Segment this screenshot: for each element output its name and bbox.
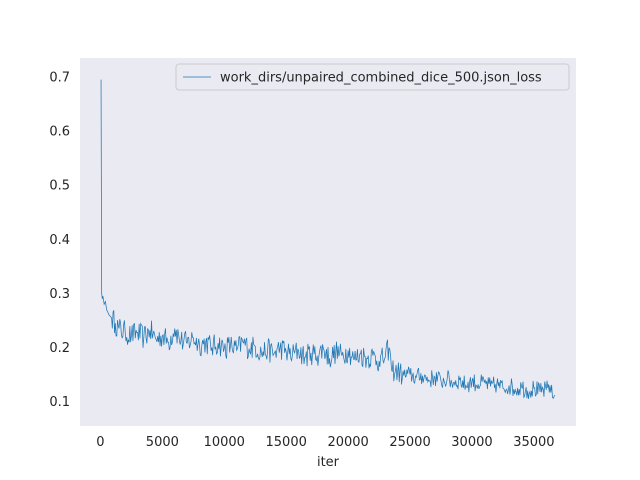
y-tick-label: 0.2 <box>49 341 70 356</box>
x-axis-label: iter <box>317 455 340 470</box>
x-tick-label: 35000 <box>513 435 554 450</box>
x-tick-label: 5000 <box>146 435 179 450</box>
y-tick-label: 0.7 <box>49 70 70 85</box>
legend: work_dirs/unpaired_combined_dice_500.jso… <box>175 63 570 91</box>
y-tick-label: 0.6 <box>49 125 70 140</box>
x-tick-label: 25000 <box>389 435 430 450</box>
y-axis: 0.1 0.2 0.3 0.4 0.5 0.6 0.7 <box>49 70 70 410</box>
x-tick-label: 15000 <box>266 435 307 450</box>
x-tick-label: 20000 <box>327 435 368 450</box>
y-tick-label: 0.5 <box>49 179 70 194</box>
x-tick-label: 10000 <box>204 435 245 450</box>
y-tick-label: 0.1 <box>49 395 70 410</box>
y-tick-label: 0.3 <box>49 287 70 302</box>
legend-entry-loss: work_dirs/unpaired_combined_dice_500.jso… <box>220 71 542 86</box>
y-tick-label: 0.4 <box>49 233 70 248</box>
plot-area <box>80 58 576 426</box>
series-line-group <box>100 79 556 399</box>
x-tick-label: 0 <box>96 435 104 450</box>
x-axis: 0 5000 10000 15000 20000 25000 30000 35000 <box>96 435 554 450</box>
legend-box <box>175 63 570 91</box>
series-line-loss <box>100 79 556 399</box>
x-tick-label: 30000 <box>451 435 492 450</box>
